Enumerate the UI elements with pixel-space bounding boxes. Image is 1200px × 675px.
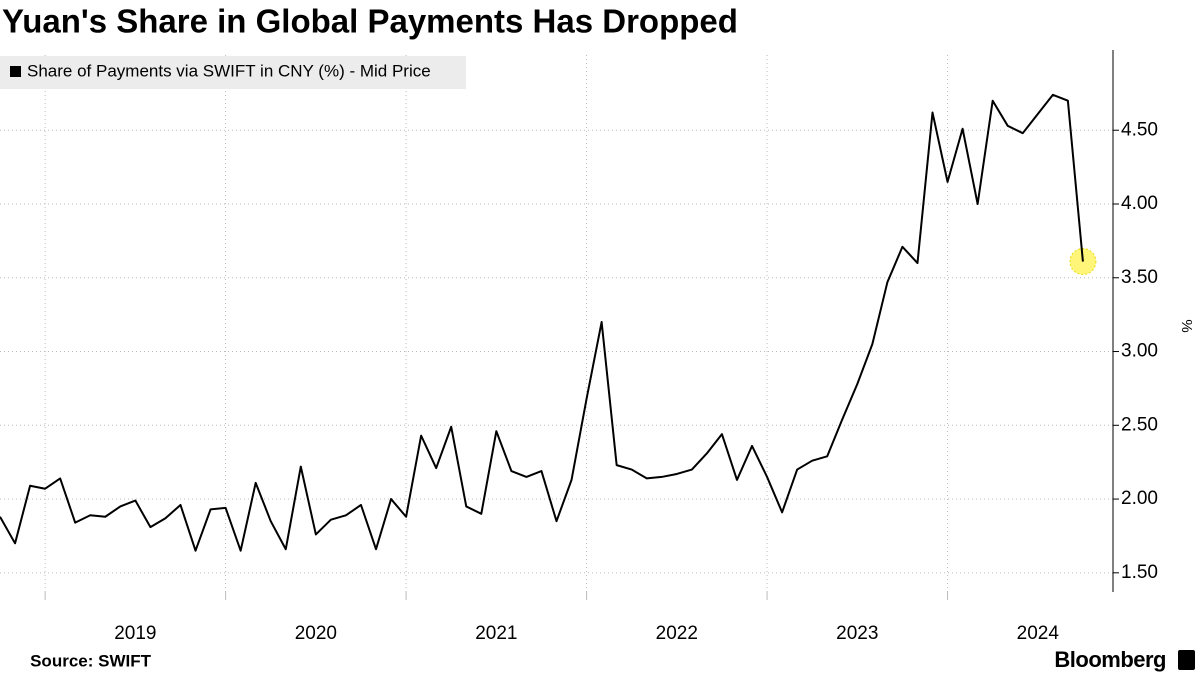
source: Source: SWIFT [30, 651, 152, 670]
x-tick-label: 2023 [836, 623, 878, 644]
y-tick-label: 3.50 [1121, 267, 1158, 288]
brand-icon [1178, 650, 1195, 670]
x-tick-label: 2021 [475, 623, 517, 644]
x-tick-label: 2019 [114, 623, 156, 644]
chart-title: Yuan's Share in Global Payments Has Drop… [2, 3, 738, 40]
legend-label: Share of Payments via SWIFT in CNY (%) -… [27, 61, 431, 80]
x-tick-label: 2020 [295, 623, 337, 644]
x-tick-label: 2024 [1017, 623, 1060, 644]
y-tick-label: 1.50 [1121, 562, 1158, 583]
y-tick-label: 2.00 [1121, 488, 1158, 509]
y-tick-label: 4.50 [1121, 119, 1158, 140]
legend-swatch [10, 66, 21, 77]
y-tick-label: 2.50 [1121, 414, 1158, 435]
x-tick-label: 2022 [656, 623, 698, 644]
brand: Bloomberg [1054, 647, 1166, 672]
y-tick-label: 3.00 [1121, 341, 1158, 362]
y-tick-label: 4.00 [1121, 193, 1158, 214]
legend-box [0, 56, 466, 89]
y-axis-label: % [1178, 319, 1195, 332]
line [0, 93, 1084, 552]
